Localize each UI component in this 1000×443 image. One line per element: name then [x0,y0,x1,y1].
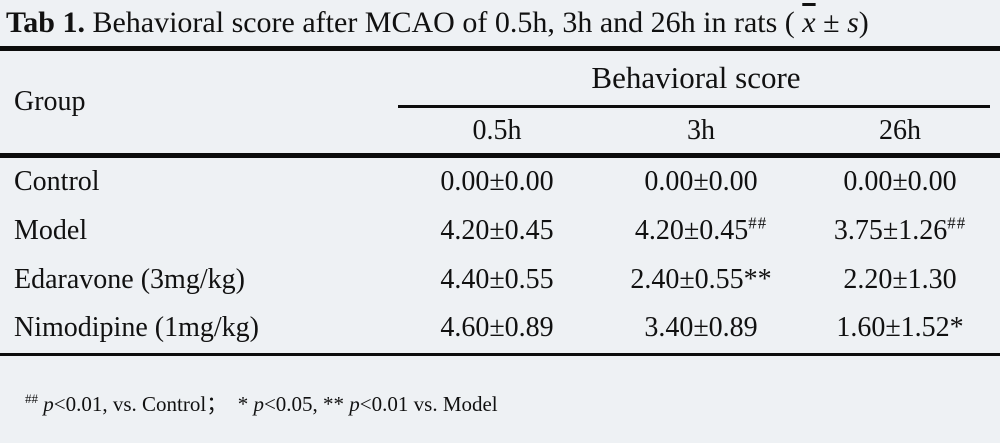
footnote-text: <0.05, ** [263,392,350,416]
footnote-p-italic: p [43,392,54,416]
table-body: Control 0.00±0.00 0.00±0.00 0.00±0.00 Mo… [0,158,1000,353]
cell-superscript: ## [947,213,967,233]
behavioral-score-column-group: Behavioral score 0.5h 3h 26h [392,51,1000,154]
s-symbol: s [847,6,859,40]
cell-value: 0.00±0.00 [440,166,554,198]
row-label: Edaravone (3mg/kg) [14,263,245,295]
column-header-26h: 26h [879,114,921,146]
table-footnote: ## p<0.01, vs. Control； * p<0.05, ** p<0… [0,356,1000,443]
table-row-control: Control 0.00±0.00 0.00±0.00 0.00±0.00 [0,158,1000,207]
cell-value: 4.60±0.89 [440,312,554,344]
cell-value: 2.20±1.30 [843,263,957,295]
column-header-0-5h: 0.5h [472,114,522,146]
column-header-3h: 3h [687,114,715,146]
table-row-edaravone: Edaravone (3mg/kg) 4.40±0.55 2.40±0.55**… [0,255,1000,304]
cell-value: 3.40±0.89 [644,312,758,344]
cell-value: 0.00±0.00 [843,166,957,198]
row-label: Nimodipine (1mg/kg) [14,312,259,344]
xbar-symbol: x [802,6,816,40]
footnote-p-italic: p [253,392,264,416]
table-caption-text: Behavioral score after MCAO of 0.5h, 3h … [84,6,803,40]
cell-value: 4.20±0.45## [634,213,768,246]
footnote-text: <0.01, vs. Control； * [53,392,254,416]
span-header-behavioral-score: Behavioral score [591,59,801,95]
footnote-hash-superscript: ## [25,391,39,406]
cell-value: 2.40±0.55** [630,263,772,295]
column-header-group: Group [14,86,86,118]
cell-value: 0.00±0.00 [644,166,758,198]
cell-superscript: ## [748,213,768,233]
bottom-rule [0,352,1000,356]
table-row-nimodipine: Nimodipine (1mg/kg) 4.60±0.89 3.40±0.89 … [0,304,1000,353]
cell-value: 4.20±0.45 [440,214,554,246]
plus-minus-symbol: ± [815,6,848,40]
cell-value: 3.75±1.26## [833,213,967,246]
top-rule [0,46,1000,51]
footnote-text: <0.01 vs. Model [359,392,498,416]
table-caption: Tab 1. Behavioral score after MCAO of 0.… [0,0,1000,46]
table-header: Group Behavioral score 0.5h 3h 26h [0,51,1000,154]
header-body-rule [0,153,1000,158]
table-caption-label: Tab 1. [6,6,85,40]
footnote-p-italic: p [349,392,360,416]
time-subheaders: 0.5h 3h 26h [392,108,1000,154]
table-row-model: Model 4.20±0.45 4.20±0.45## 3.75±1.26## [0,207,1000,256]
row-label: Model [14,214,88,246]
close-paren: ) [858,6,869,40]
row-label: Control [14,166,100,198]
cell-value: 4.40±0.55 [440,263,554,295]
cell-value: 1.60±1.52* [836,312,964,344]
span-header-rule [398,104,990,108]
